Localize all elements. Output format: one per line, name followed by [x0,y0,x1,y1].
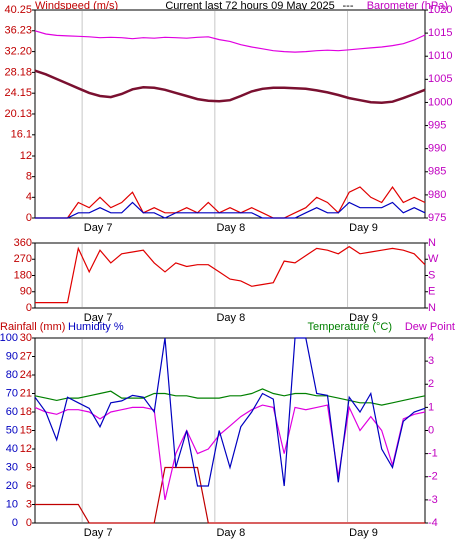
y-tick-label: 990 [428,143,446,155]
y-tick-label: 360 [14,237,32,249]
y-tick-label: -1 [428,448,438,460]
y-tick-label: 36.23 [4,25,32,37]
x-tick-label: Day 7 [84,527,113,539]
y-tick-label: 20.13 [4,108,32,120]
y-tick-label: 975 [428,212,446,224]
y-tick-label: 100 [0,332,18,344]
y-tick-label: 8 [26,171,32,183]
y-tick-label: 985 [428,166,446,178]
y-tick-label: 0 [26,212,32,224]
x-tick-label: Day 9 [349,222,378,234]
y-tick-label: 70 [6,387,18,399]
y-tick-label: 50 [6,424,18,436]
plot-frame [34,337,426,524]
y-tick-label: 90 [20,286,32,298]
y-tick-label: -2 [428,471,438,483]
y-tick-label: 6 [26,480,32,492]
y-tick-label: 15 [20,424,32,436]
x-tick-label: Day 8 [216,222,245,234]
series-line [35,245,426,304]
y-tick-label: 1020 [428,4,452,16]
y-tick-label: 1005 [428,73,452,85]
humidity-label: Humidity % [68,321,124,333]
chart-subtitle: --- [343,0,354,12]
y-tick-label: 21 [20,387,32,399]
y-tick-label: 270 [14,253,32,265]
temperature-label: Temperature (°C) [308,321,392,333]
y-tick-label: 4 [26,191,32,203]
y-tick-label: 40.25 [4,4,32,16]
y-tick-label: 1010 [428,50,452,62]
y-tick-label: W [428,253,439,265]
series-line [35,201,426,219]
y-tick-label: -4 [428,517,438,529]
y-tick-label: 27 [20,350,32,362]
series-line [34,388,426,406]
y-tick-label: 3 [428,355,434,367]
x-tick-label: Day 8 [216,312,245,324]
x-tick-label: Day 9 [349,312,378,324]
series-line [35,185,426,219]
y-tick-label: 1015 [428,27,452,39]
y-tick-label: 20 [6,480,18,492]
series-line [34,30,426,53]
chart-title: Current last 72 hours 09 May 2025 [165,0,334,12]
windspeed-label: Windspeed (m/s) [35,0,118,12]
y-tick-label: -3 [428,494,438,506]
rainfall-label: Rainfall (mm) [0,321,65,333]
y-tick-label: 18 [20,406,32,418]
y-tick-label: 1 [428,401,434,413]
y-tick-label: 24 [20,369,32,381]
series-line [35,466,425,524]
y-tick-label: 30 [20,332,32,344]
y-tick-label: 0 [428,424,434,436]
y-tick-label: 30 [6,461,18,473]
y-tick-label: 90 [6,350,18,362]
y-tick-label: 40 [6,443,18,455]
y-tick-label: 180 [14,269,32,281]
y-tick-label: 2 [428,378,434,390]
y-tick-label: 12 [20,150,32,162]
y-tick-label: N [428,237,436,249]
series-line [34,404,426,501]
y-tick-label: 0 [12,517,18,529]
x-tick-label: Day 7 [84,222,113,234]
y-tick-label: 980 [428,189,446,201]
y-tick-label: 12 [20,443,32,455]
y-tick-label: S [428,269,435,281]
series-line [34,337,426,487]
y-tick-label: 28.18 [4,66,32,78]
y-tick-label: 0 [26,302,32,314]
y-tick-label: 16.1 [11,129,32,141]
y-tick-label: 80 [6,369,18,381]
y-tick-label: N [428,302,436,314]
y-tick-label: E [428,286,435,298]
y-tick-label: 10 [6,498,18,510]
series-line [34,69,426,105]
y-tick-label: 24.15 [4,87,32,99]
x-tick-label: Day 9 [349,527,378,539]
y-tick-label: 1000 [428,96,452,108]
barometer-label: Barometer (hPa) [367,0,448,12]
y-tick-label: 0 [26,517,32,529]
y-tick-label: 3 [26,498,32,510]
x-tick-label: Day 7 [84,312,113,324]
dewpoint-label: Dew Point [405,321,455,333]
y-tick-label: 995 [428,119,446,131]
x-tick-label: Day 8 [216,527,245,539]
y-tick-label: 60 [6,406,18,418]
y-tick-label: 9 [26,461,32,473]
y-tick-label: 4 [428,332,434,344]
y-tick-label: 32.20 [4,46,32,58]
